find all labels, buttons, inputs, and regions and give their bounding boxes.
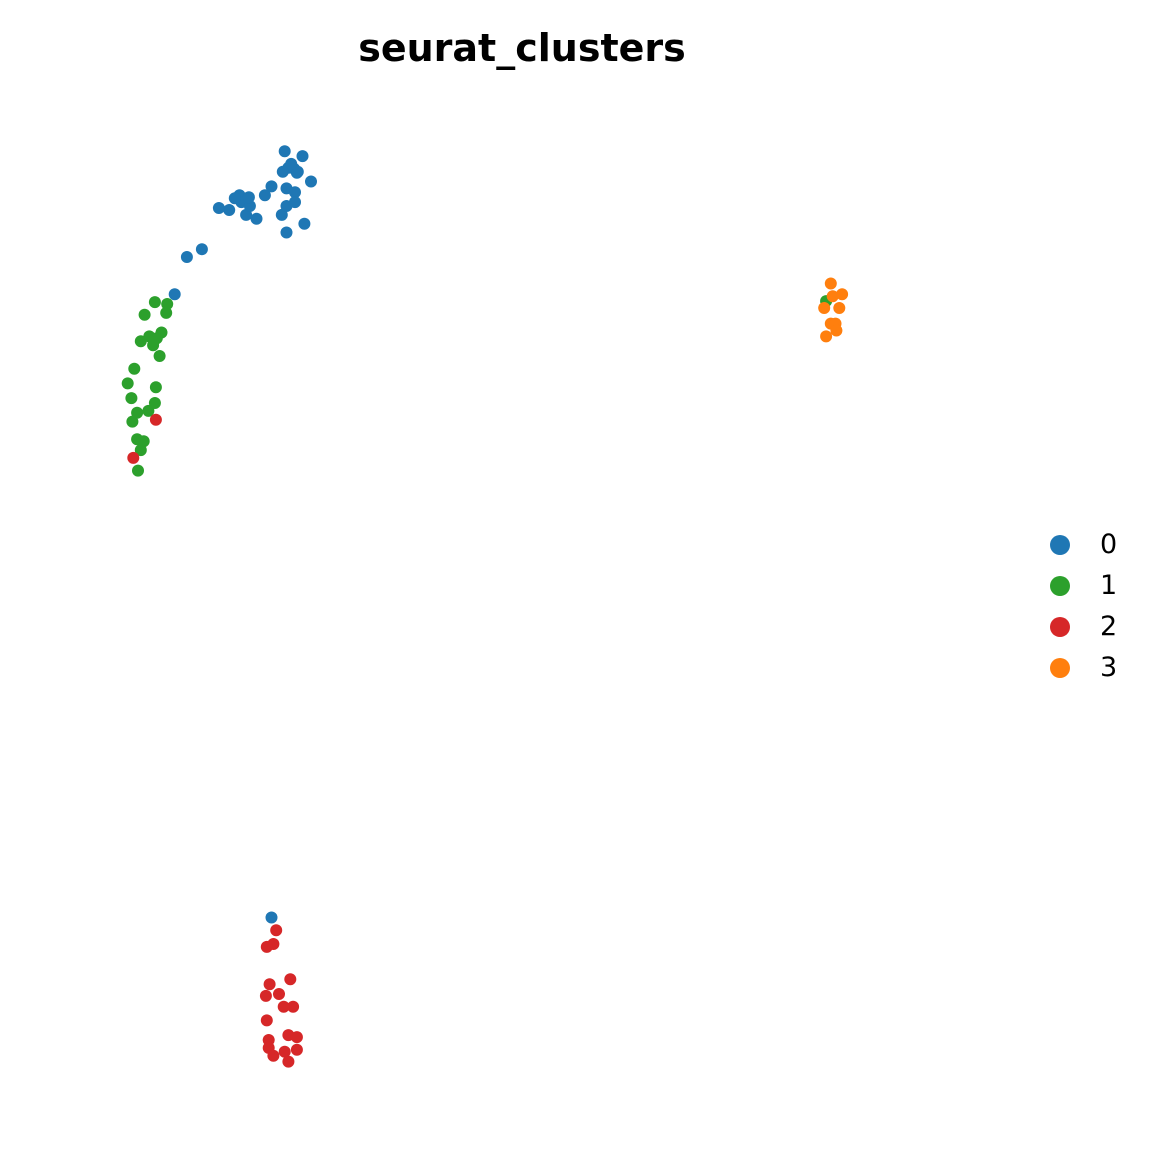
point-cluster-1-13 [148, 397, 161, 409]
point-cluster-2-6 [263, 978, 276, 991]
point-cluster-0-28 [180, 251, 193, 263]
point-cluster-0-6 [275, 208, 288, 221]
legend-item-2: 2 [1050, 606, 1117, 647]
point-cluster-2-18 [267, 1049, 280, 1062]
point-cluster-2-7 [273, 988, 285, 1000]
legend-swatch [1050, 616, 1070, 637]
point-cluster-1-2 [148, 296, 161, 309]
point-cluster-1-17 [126, 415, 139, 428]
point-cluster-1-4 [138, 308, 151, 321]
point-cluster-0-19 [278, 145, 291, 158]
point-cluster-1-9 [153, 350, 166, 362]
point-cluster-2-2 [270, 924, 283, 937]
point-cluster-0-21 [296, 150, 309, 163]
point-cluster-1-0 [160, 306, 173, 319]
point-cluster-2-13 [290, 1031, 303, 1044]
point-cluster-1-20 [134, 444, 147, 457]
legend-label: 3 [1100, 652, 1118, 683]
point-cluster-0-23 [265, 180, 278, 193]
point-cluster-0-13 [305, 175, 317, 188]
chart-title: seurat_clusters [358, 26, 686, 70]
point-cluster-2-0 [149, 413, 162, 426]
point-cluster-3-2 [836, 288, 849, 301]
legend-item-3: 3 [1050, 647, 1117, 688]
point-cluster-2-17 [278, 1045, 291, 1058]
point-cluster-0-9 [289, 186, 301, 199]
point-cluster-1-6 [134, 335, 147, 348]
point-cluster-0-14 [258, 189, 271, 202]
point-cluster-3-4 [833, 302, 846, 314]
point-cluster-0-5 [250, 212, 263, 225]
point-cluster-0-20 [276, 165, 289, 178]
legend-item-1: 1 [1050, 565, 1117, 606]
point-cluster-0-1 [223, 204, 236, 216]
point-cluster-0-11 [280, 226, 293, 239]
point-cluster-2-9 [287, 1000, 300, 1013]
point-cluster-1-8 [147, 339, 160, 352]
points-layer [121, 145, 849, 1068]
legend-swatch [1050, 534, 1070, 555]
point-cluster-2-4 [260, 940, 273, 953]
legend-label: 0 [1100, 529, 1118, 560]
point-cluster-2-5 [284, 973, 297, 986]
point-cluster-3-7 [830, 324, 843, 337]
point-cluster-0-30 [265, 911, 278, 924]
point-cluster-3-3 [818, 302, 831, 314]
legend: 0 1 2 3 [1050, 524, 1117, 688]
point-cluster-3-0 [824, 277, 837, 290]
point-cluster-2-16 [290, 1043, 303, 1056]
point-cluster-2-1 [127, 451, 140, 464]
point-cluster-1-21 [132, 464, 144, 477]
point-cluster-0-26 [212, 202, 225, 214]
point-cluster-1-12 [121, 377, 134, 390]
point-cluster-1-16 [131, 406, 144, 419]
point-cluster-1-10 [128, 362, 141, 375]
point-cluster-0-25 [242, 191, 255, 204]
point-cluster-2-10 [277, 1000, 290, 1013]
point-cluster-0-29 [168, 288, 181, 301]
point-cluster-3-1 [826, 290, 839, 303]
point-cluster-1-14 [125, 392, 138, 405]
point-cluster-1-1 [161, 298, 174, 310]
point-cluster-2-19 [282, 1055, 295, 1068]
point-cluster-0-24 [228, 192, 241, 205]
point-cluster-0-12 [298, 217, 311, 230]
legend-item-0: 0 [1050, 524, 1117, 565]
legend-swatch [1050, 657, 1070, 678]
point-cluster-2-11 [260, 1014, 273, 1027]
legend-label: 2 [1100, 611, 1118, 642]
point-cluster-0-27 [195, 243, 208, 256]
point-cluster-1-15 [142, 404, 155, 417]
legend-label: 1 [1100, 570, 1118, 601]
point-cluster-0-10 [289, 196, 301, 209]
point-cluster-0-22 [285, 157, 298, 170]
legend-swatch [1050, 575, 1070, 596]
point-cluster-3-8 [820, 330, 833, 343]
point-cluster-2-8 [259, 989, 272, 1002]
point-cluster-1-11 [149, 381, 162, 394]
point-cluster-0-4 [243, 200, 256, 212]
